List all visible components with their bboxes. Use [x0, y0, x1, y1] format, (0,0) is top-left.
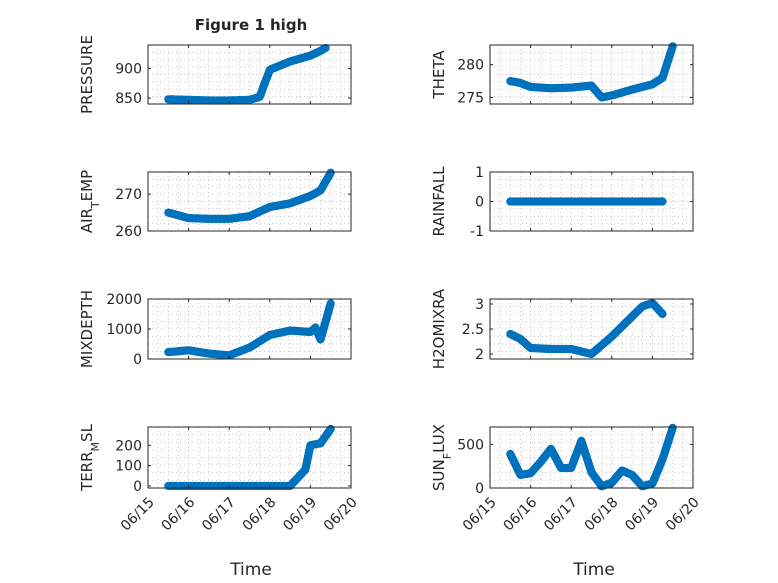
subplot-rainfall: -1 0 1 RAINFALL: [430, 165, 694, 240]
axes-frame: [147, 44, 352, 105]
x-tick-label: 06/20: [663, 494, 703, 534]
y-tick-label: 0: [133, 352, 142, 368]
plot-area: [490, 45, 693, 104]
series-rainfall: [506, 197, 667, 206]
subplot-h2omixra: 2 2.5 3 H2OMIXRA: [430, 288, 694, 369]
y-tick-label: 3: [475, 297, 484, 313]
figure-title: Figure 1 high: [195, 16, 308, 34]
x-tick-label: 06/20: [321, 494, 361, 534]
axes-layer: 850 900 PRESSURE 275 280 THETA 260 270 AIRTEMP -1…: [78, 35, 703, 534]
subplot-pressure: 850 900 PRESSURE: [78, 35, 352, 114]
x-axis-label-left: Time: [229, 560, 272, 580]
axes-frame: [489, 426, 694, 489]
x-tick-label: 06/15: [118, 494, 158, 534]
y-tick-label: 0: [133, 479, 142, 495]
data-point: [668, 423, 677, 433]
data-point: [668, 42, 677, 51]
y-tick-label: 100: [115, 459, 142, 475]
y-tick-label: 270: [115, 187, 142, 203]
y-tick-label: -1: [470, 224, 484, 240]
axes-frame: [147, 171, 352, 232]
x-tick-label: 06/17: [541, 494, 581, 534]
axes-frame: [489, 44, 694, 105]
x-tick-label: 06/18: [240, 494, 280, 534]
series-air-temp: [164, 168, 335, 223]
y-axis-label: TERRMSL: [78, 423, 102, 492]
x-tick-label: 06/18: [582, 494, 622, 534]
y-tick-label: 275: [457, 90, 484, 106]
x-tick-label: 06/16: [159, 494, 199, 534]
y-axis-label: MIXDEPTH: [78, 290, 96, 368]
y-axis-label: SUNFLUX: [430, 424, 454, 491]
y-axis-label: H2OMIXRA: [430, 288, 448, 369]
subplot-theta: 275 280 THETA: [430, 42, 694, 106]
y-tick-label: 200: [115, 438, 142, 454]
plot-area: [148, 172, 351, 231]
x-tick-label: 06/15: [460, 494, 500, 534]
y-tick-label: 2.5: [462, 322, 484, 338]
y-axis-label: AIRTEMP: [78, 170, 102, 233]
y-tick-label: 260: [115, 224, 142, 240]
data-point: [326, 299, 335, 308]
y-tick-label: 500: [457, 437, 484, 453]
y-tick-label: 850: [115, 91, 142, 107]
y-axis-label: RAINFALL: [430, 166, 448, 237]
data-point: [326, 424, 335, 434]
subplot-sun-flux: 0 500 06/15 06/16 06/17 06/18 06/19 06/20 SUNFLU…: [430, 423, 703, 534]
subplot-mixdepth: 0 1000 2000 MIXDEPTH: [78, 290, 352, 368]
plot-area: [148, 427, 351, 488]
y-tick-label: 0: [475, 481, 484, 497]
data-point: [658, 197, 667, 206]
series-theta: [506, 42, 677, 102]
y-tick-label: 1: [475, 165, 484, 181]
y-tick-label: 0: [475, 195, 484, 211]
series-h2omixra: [506, 298, 667, 359]
series-pressure: [164, 43, 330, 105]
axes-frame: [147, 426, 352, 489]
subplot-air-temp: 260 270 AIRTEMP: [78, 168, 352, 240]
x-tick-label: 06/19: [280, 494, 320, 534]
series-mixdepth: [164, 299, 335, 360]
x-tick-label: 06/16: [501, 494, 541, 534]
data-point: [326, 168, 335, 177]
y-tick-label: 900: [115, 62, 142, 78]
x-tick-label: 06/19: [622, 494, 662, 534]
y-axis-label: PRESSURE: [78, 35, 96, 114]
data-point: [658, 309, 667, 319]
data-point: [656, 308, 666, 317]
y-axis-label: THETA: [430, 50, 448, 100]
x-axis-label-right: Time: [572, 560, 615, 580]
y-tick-label: 2000: [106, 292, 142, 308]
series-sun-flux: [506, 423, 677, 491]
subplot-terr-msl: 0 100 200 06/15 06/16 06/17 06/18 06/19 06/20 TER…: [78, 423, 361, 534]
y-tick-label: 2: [475, 347, 484, 363]
data-point: [656, 307, 665, 316]
y-tick-label: 1000: [106, 322, 142, 338]
series-terr-msl: [164, 424, 335, 491]
y-tick-label: 280: [457, 58, 484, 74]
x-tick-label: 06/17: [199, 494, 239, 534]
